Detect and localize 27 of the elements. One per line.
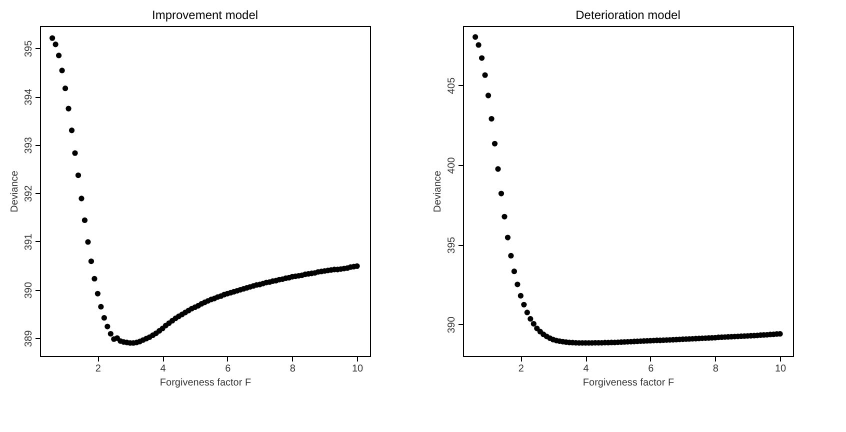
x-tick-label: 6 [648,364,654,374]
x-tick-label: 10 [774,364,787,374]
y-axis-title: Deviance [432,170,444,212]
x-tick-label: 8 [712,364,719,374]
x-axis-title: Forgiveness factor F [582,378,674,388]
x-tick-label: 2 [95,364,102,374]
x-tick-label: 4 [160,364,166,374]
x-tick-label: 6 [225,364,232,374]
x-tick-label: 10 [352,364,364,374]
chart-title: Deterioration model [576,8,680,22]
y-tick-label: 390 [24,282,34,299]
y-tick-label: 400 [446,156,458,174]
y-tick-label: 389 [24,330,34,347]
y-tick-label: 405 [446,77,458,94]
y-tick-label: 395 [24,40,34,58]
x-tick-label: 2 [518,364,524,374]
x-tick-label: 4 [583,364,590,374]
x-axis-title: Forgiveness factor F [160,378,252,388]
x-tick-label: 8 [290,364,296,374]
y-tick-label: 393 [24,136,34,154]
y-axis-title: Deviance [10,170,20,212]
y-tick-label: 391 [24,233,34,250]
y-tick-label: 392 [24,184,34,202]
y-tick-label: 390 [446,316,458,334]
chart-title: Improvement model [152,8,258,22]
y-tick-label: 395 [446,236,458,254]
y-tick-label: 394 [24,88,34,106]
